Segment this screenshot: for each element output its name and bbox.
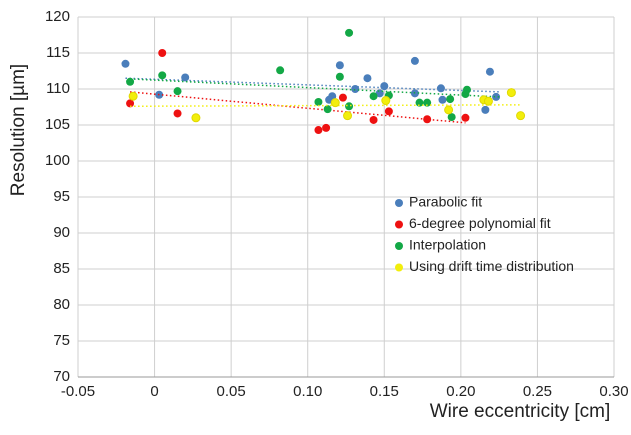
x-tick-label: 0.30 [599,383,628,400]
data-point [381,96,391,106]
data-point [447,113,456,122]
y-tick-label: 100 [45,152,70,169]
x-tick-label: -0.05 [61,383,95,400]
trend-line [130,78,500,98]
trend-line [130,91,466,124]
data-point [369,92,378,101]
data-point [343,111,353,121]
data-point [181,73,190,82]
legend-label: Interpolation [409,237,486,253]
data-point [330,98,340,108]
legend-label: 6-degree polynomial fit [409,215,551,231]
data-point [423,115,432,124]
x-tick-label: 0.20 [446,383,475,400]
data-point [128,91,138,101]
data-point [516,111,526,121]
data-point [384,107,393,116]
data-point [345,102,354,111]
y-tick-label: 105 [45,116,70,133]
x-tick-label: 0.05 [217,383,246,400]
data-point [173,109,182,118]
data-point [485,67,494,76]
x-tick-label: 0.25 [523,383,552,400]
legend-marker [395,263,403,272]
y-tick-label: 75 [53,332,70,349]
x-axis-label: Wire eccentricity [cm] [430,401,611,422]
data-point [335,72,344,81]
data-point [314,97,323,106]
data-point [492,92,501,101]
data-point [436,84,445,93]
x-tick-label: 0.15 [370,383,399,400]
data-point [415,98,424,107]
data-point [158,71,167,80]
legend-marker [395,242,403,250]
data-point [314,126,323,135]
data-point [483,96,493,106]
y-tick-label: 85 [53,260,70,277]
data-point [444,105,454,115]
data-point [158,49,167,57]
data-point [481,105,490,114]
y-tick-label: 120 [45,8,70,25]
y-tick-label: 110 [46,80,70,97]
data-point [363,74,372,83]
data-point [126,99,135,108]
data-point [461,90,470,99]
data-point [335,61,344,70]
legend-marker [395,199,403,207]
data-point [380,82,389,91]
legend-label: Using drift time distribution [409,258,574,274]
data-point [338,93,347,102]
x-tick-label: 0 [150,383,158,400]
y-tick-label: 115 [46,44,70,61]
x-tick-label: 0.10 [293,383,322,400]
data-point [126,77,135,86]
data-point [410,56,419,65]
data-point [461,113,470,122]
data-point [323,105,332,114]
data-point [423,98,432,107]
data-point [438,95,447,104]
data-point [375,89,384,98]
data-point [191,113,201,123]
y-axis-label: Resolution [µm] [8,64,29,196]
y-tick-label: 90 [53,224,70,241]
data-point [276,66,285,75]
y-tick-label: 80 [53,296,70,313]
data-point [173,87,182,96]
data-point [121,59,130,68]
legend-label: Parabolic fit [409,194,482,210]
data-point [351,85,360,93]
data-point [506,88,516,98]
data-point [446,95,455,104]
y-tick-label: 70 [53,368,70,385]
trend-line [130,104,521,108]
data-point [322,123,331,132]
y-tick-label: 95 [53,188,70,205]
data-point [369,115,378,124]
data-point [345,28,354,37]
legend-marker [395,220,403,229]
